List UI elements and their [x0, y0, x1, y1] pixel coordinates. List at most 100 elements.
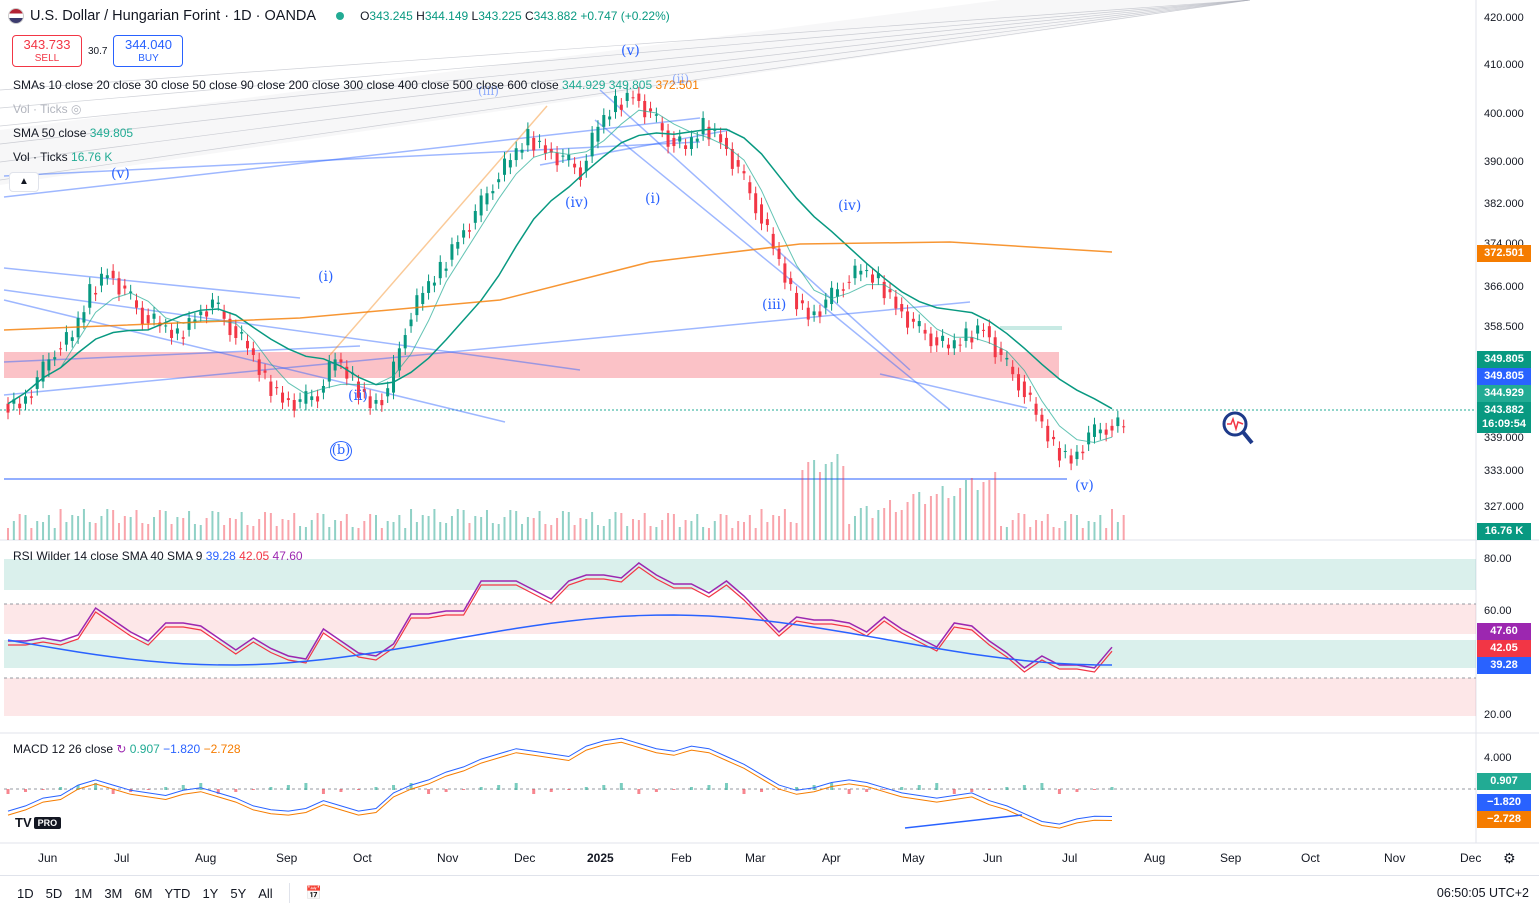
sma50-legend[interactable]: SMA 50 close 349.805	[13, 126, 134, 140]
rsi-legend[interactable]: RSI Wilder 14 close SMA 40 SMA 9 39.28 4…	[13, 549, 303, 563]
candle-body	[865, 270, 869, 272]
volume-bar	[322, 514, 325, 540]
price-tick: 420.000	[1484, 12, 1524, 24]
range-button[interactable]: 1M	[74, 885, 93, 901]
collapse-legend-button[interactable]: ▲	[9, 172, 39, 192]
eye-off-icon[interactable]: ◎	[71, 102, 82, 116]
volume-bar	[1093, 522, 1096, 540]
volume-bar	[526, 517, 529, 540]
clock[interactable]: 06:50:05 UTC+2	[1436, 886, 1529, 900]
range-button[interactable]: 5Y	[230, 885, 247, 901]
candle-body	[368, 396, 372, 409]
candle-body	[771, 233, 775, 249]
price-tick: 390.000	[1484, 156, 1524, 168]
buy-button[interactable]: 344.040 BUY	[113, 35, 184, 67]
candle-body	[1022, 381, 1026, 398]
macd-legend[interactable]: MACD 12 26 close ↻ 0.907 −1.820 −2.728	[13, 742, 241, 756]
volume-bar	[427, 516, 430, 540]
volume-bar	[223, 525, 226, 540]
zoom-magnifier-icon[interactable]	[1218, 408, 1258, 448]
candle-body	[111, 270, 115, 279]
macd-histogram	[304, 783, 308, 790]
macd-tick: 4.000	[1484, 752, 1512, 764]
candle-body	[29, 396, 33, 398]
channel-line	[0, 0, 1251, 127]
volume-bar	[1111, 509, 1113, 540]
candle-body	[193, 319, 197, 323]
volume-bar	[375, 515, 377, 540]
channel-line	[0, 0, 1251, 91]
volume-bar	[614, 512, 617, 540]
symbol-title[interactable]: U.S. Dollar / Hungarian Forint · 1D · OA…	[30, 8, 317, 24]
candle-body	[701, 117, 705, 135]
candle-body	[882, 281, 886, 299]
candle-body	[911, 318, 915, 322]
volume-bar	[170, 524, 173, 540]
candle-body	[549, 148, 553, 153]
candle-body	[18, 403, 22, 409]
candle-body	[637, 93, 641, 101]
chart-canvas[interactable]	[0, 0, 1539, 875]
volume-bar	[521, 524, 524, 540]
refresh-icon[interactable]: ↻	[116, 742, 127, 756]
candle-body	[800, 300, 804, 304]
range-button[interactable]: All	[258, 885, 273, 901]
candle-body	[415, 295, 419, 316]
volume-bar	[696, 514, 699, 540]
candle-body	[847, 281, 851, 283]
macd-histogram	[970, 789, 974, 792]
candle-body	[117, 278, 121, 295]
sma-badge: 349.805	[1477, 351, 1531, 368]
candle-body	[1110, 425, 1114, 431]
range-button[interactable]: 6M	[134, 885, 153, 901]
candle-body	[812, 311, 816, 316]
candle-body	[742, 171, 746, 174]
time-tick: Apr	[822, 851, 841, 865]
range-button[interactable]: 3M	[104, 885, 123, 901]
candle-body	[94, 292, 98, 295]
candle-body	[1057, 448, 1061, 461]
smas-legend[interactable]: SMAs 10 close 20 close 30 close 50 close…	[13, 78, 699, 92]
candle-body	[859, 270, 863, 275]
time-tick: Oct	[353, 851, 372, 865]
candle-body	[987, 326, 991, 338]
volume-bar	[824, 464, 827, 540]
candle-body	[421, 292, 425, 305]
volume-bar	[509, 510, 512, 540]
volume-bar	[900, 510, 903, 540]
candle-body	[981, 329, 985, 331]
macd-histogram	[234, 789, 238, 792]
volume-bar	[737, 521, 740, 540]
volume-bar	[47, 515, 50, 540]
volume-bar	[30, 528, 33, 540]
candle-body	[135, 300, 139, 308]
volume-bar	[1058, 528, 1061, 540]
volume-bar	[82, 509, 85, 540]
candle-body	[59, 348, 63, 350]
candle-body	[573, 163, 577, 168]
macd-histogram	[602, 785, 606, 790]
hidden-volume-legend[interactable]: Vol · Ticks ◎	[13, 102, 82, 116]
range-button[interactable]: 5D	[45, 885, 63, 901]
volume-bar	[795, 523, 798, 540]
settings-gear-icon[interactable]: ⚙	[1503, 850, 1516, 866]
macd-histogram	[444, 789, 448, 792]
candle-body	[649, 108, 653, 112]
sell-button[interactable]: 343.733 SELL	[12, 35, 82, 67]
range-button[interactable]: 1D	[17, 885, 34, 901]
volume-legend[interactable]: Vol · Ticks 16.76 K	[13, 150, 113, 164]
range-button[interactable]: 1Y	[202, 885, 219, 901]
range-button[interactable]: YTD	[164, 885, 191, 901]
macd-histogram	[689, 787, 693, 790]
macd-histogram	[1005, 787, 1009, 790]
volume-bar	[1035, 520, 1038, 540]
candle-body	[275, 387, 279, 389]
candle-body	[830, 287, 834, 305]
volume-bar	[217, 512, 220, 540]
candle-body	[24, 396, 28, 404]
candle-body	[170, 329, 174, 338]
candle-body	[6, 403, 10, 413]
candle-body	[339, 359, 343, 363]
time-tick: Nov	[1384, 851, 1406, 865]
date-range-calendar-icon[interactable]: 📅	[305, 885, 322, 900]
